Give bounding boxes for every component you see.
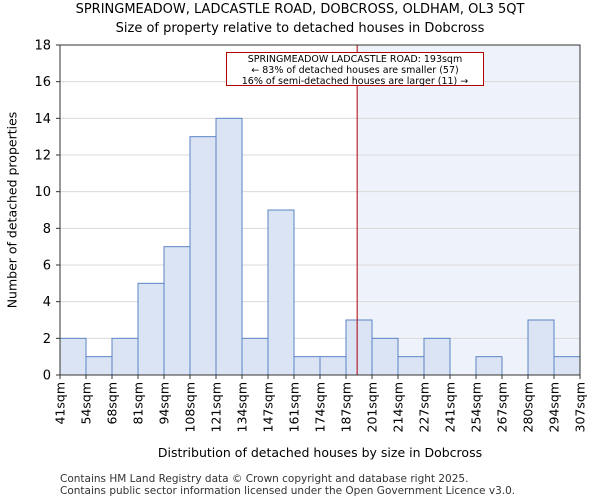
x-tick-label-15: 241sqm xyxy=(443,382,458,432)
chart-title: SPRINGMEADOW, LADCASTLE ROAD, DOBCROSS, … xyxy=(75,2,525,17)
x-tick-label-14: 227sqm xyxy=(417,382,432,432)
x-tick-label-2: 68sqm xyxy=(105,382,120,425)
bar-18 xyxy=(527,319,555,376)
x-tick-label-19: 294sqm xyxy=(547,382,562,432)
x-tick-label-18: 280sqm xyxy=(521,382,536,432)
bar-13 xyxy=(397,356,425,376)
bar-4 xyxy=(163,246,191,376)
x-tick-label-11: 187sqm xyxy=(339,382,354,432)
x-axis-label: Distribution of detached houses by size … xyxy=(157,445,483,460)
x-tick-label-4: 94sqm xyxy=(157,382,172,425)
x-tick-label-17: 267sqm xyxy=(495,382,510,432)
bar-9 xyxy=(293,356,321,376)
bar-19 xyxy=(553,356,581,376)
y-tick-label-2: 4 xyxy=(43,295,51,310)
x-tick-label-9: 161sqm xyxy=(287,382,302,432)
y-axis-label: Number of detached properties xyxy=(4,111,20,309)
annotation-line-2: ← 83% of detached houses are smaller (57… xyxy=(251,65,459,76)
x-tick-label-6: 121sqm xyxy=(209,382,224,432)
footer-copyright: Contains HM Land Registry data © Crown c… xyxy=(60,473,469,485)
chart-subtitle: Size of property relative to detached ho… xyxy=(115,21,485,36)
y-tick-label-9: 18 xyxy=(34,39,51,54)
bar-5 xyxy=(189,136,217,376)
y-tick-label-5: 10 xyxy=(34,185,51,200)
bar-2 xyxy=(111,337,139,376)
bar-11 xyxy=(345,319,373,376)
bar-8 xyxy=(267,209,295,376)
x-tick-label-16: 254sqm xyxy=(469,382,484,432)
x-tick-label-8: 147sqm xyxy=(261,382,276,432)
x-tick-label-13: 214sqm xyxy=(391,382,406,432)
x-tick-label-0: 41sqm xyxy=(53,382,68,425)
x-tick-label-12: 201sqm xyxy=(365,382,380,432)
y-tick-label-8: 16 xyxy=(34,75,51,90)
bar-10 xyxy=(319,356,347,376)
y-tick-label-3: 6 xyxy=(43,259,51,274)
bar-16 xyxy=(475,356,503,376)
footer-licence: Contains public sector information licen… xyxy=(60,485,516,497)
y-tick-label-7: 14 xyxy=(34,112,51,127)
y-tick-label-4: 8 xyxy=(43,222,51,237)
x-tick-label-20: 307sqm xyxy=(573,382,588,432)
annotation-line-1: SPRINGMEADOW LADCASTLE ROAD: 193sqm xyxy=(247,54,463,65)
x-tick-label-1: 54sqm xyxy=(79,382,94,425)
x-tick-label-7: 134sqm xyxy=(235,382,250,432)
annotation-line-3: 16% of semi-detached houses are larger (… xyxy=(241,76,469,87)
y-tick-label-0: 0 xyxy=(43,369,51,384)
bar-3 xyxy=(137,282,165,376)
y-tick-label-1: 2 xyxy=(43,332,51,347)
bar-7 xyxy=(241,337,269,376)
x-tick-label-10: 174sqm xyxy=(313,382,328,432)
x-tick-label-3: 81sqm xyxy=(131,382,146,425)
property-annotation-box: SPRINGMEADOW LADCASTLE ROAD: 193sqm ← 83… xyxy=(226,52,484,87)
bar-1 xyxy=(85,356,113,376)
x-tick-label-5: 108sqm xyxy=(183,382,198,432)
bar-14 xyxy=(423,337,451,376)
bar-12 xyxy=(371,337,399,376)
bar-0 xyxy=(59,337,87,376)
y-tick-label-6: 12 xyxy=(34,149,51,164)
bar-6 xyxy=(215,117,243,376)
